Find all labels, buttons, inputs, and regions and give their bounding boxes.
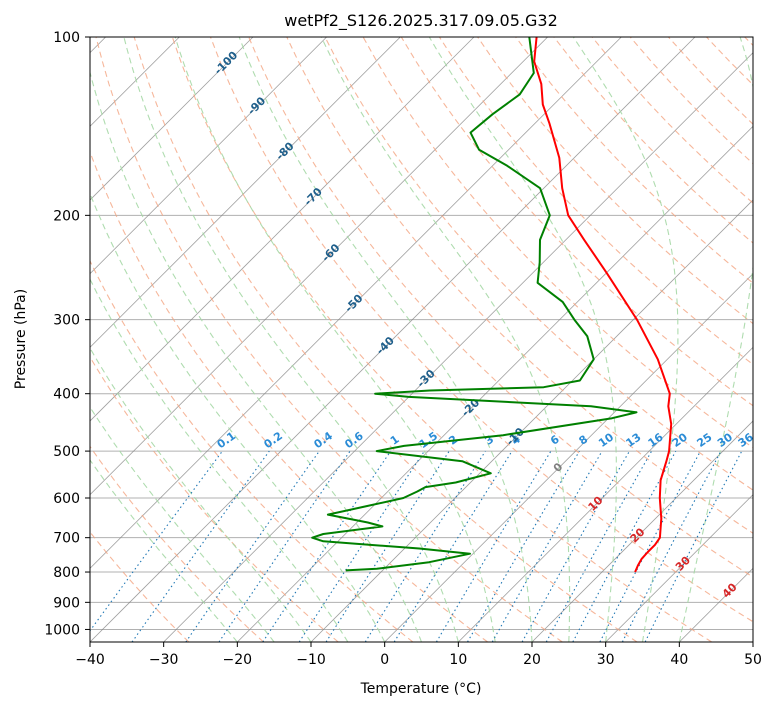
mixing-ratio-line: [393, 450, 513, 642]
y-tick-label: 1000: [44, 622, 80, 638]
moist-adiabat-line: [90, 346, 312, 642]
y-tick-label: 100: [53, 30, 80, 46]
mixing-ratio-line: [364, 450, 486, 642]
moist-adiabat-line: [174, 37, 496, 642]
x-tick-label: 20: [523, 652, 541, 668]
dry-adiabat-line: [324, 37, 753, 491]
mixing-ratio-line: [185, 450, 320, 642]
dry-adiabat-line: [133, 37, 638, 642]
y-tick-label: 800: [53, 565, 80, 581]
moist-adiabat-line: [123, 37, 459, 642]
isotherm-line: [237, 125, 753, 642]
isotherm-line: [90, 37, 548, 496]
isotherm-line: [90, 37, 622, 569]
dry-adiabat-line: [515, 37, 753, 284]
y-tick-label: 700: [53, 531, 80, 547]
y-axis-title: Pressure (hPa): [13, 289, 29, 389]
mixing-ratio-line: [262, 450, 392, 642]
y-tick-label: 200: [53, 208, 80, 224]
isotherm-line: [90, 37, 401, 348]
axes: −40 −30 −20 −10 0 10 20 30 40 50 100 200 300 400 500 60…: [44, 30, 762, 668]
moist-adiabat-line: [90, 459, 238, 642]
moist-adiabat-line: [238, 37, 533, 642]
x-tick-label: 50: [744, 652, 762, 668]
mixing-ratio-line: [435, 450, 552, 642]
y-tick-label: 900: [53, 595, 80, 611]
dewpoint-profile-line: [311, 37, 638, 572]
moist-adiabat-line: [678, 37, 753, 642]
y-tick-label: 500: [53, 444, 80, 460]
moist-adiabat-line: [572, 37, 679, 642]
plot-frame: [89, 36, 754, 643]
chart-title: wetPf2_S126.2025.317.09.05.G32: [284, 11, 558, 31]
x-tick-label: 40: [670, 652, 688, 668]
mixing-ratio-line: [298, 450, 425, 642]
plot-area: 0.1 0.2 0.4 0.6 1 1.5 2 3 4 6 8 10 13 16 20 25 30 36-100-…: [90, 37, 756, 642]
isotherm-line: [90, 37, 327, 275]
dry-adiabat-line: [171, 37, 712, 642]
mixing-ratio-line: [325, 450, 450, 642]
mixing-ratio-label: 36: [736, 430, 756, 450]
isotherm-line: [384, 273, 753, 642]
moist-adiabat-line: [320, 37, 571, 642]
moist-adiabat-line: [90, 278, 349, 642]
isotherm-line: [605, 494, 753, 642]
x-tick-label: 10: [449, 652, 467, 668]
dry-adiabat-line: [248, 37, 753, 578]
y-tick-label: 600: [53, 491, 80, 507]
isotherm-line: [90, 37, 254, 201]
x-tick-label: −40: [75, 652, 105, 668]
isotherm-line: [90, 37, 475, 422]
dry-adiabat-line: [95, 37, 563, 642]
moist-adiabat-line: [90, 70, 423, 642]
dry-adiabat-line: [286, 37, 753, 534]
isotherm-line: [458, 346, 753, 642]
dry-adiabat-line: [209, 37, 753, 623]
x-axis-title: Temperature (°C): [360, 681, 482, 697]
dry-adiabat-line: [90, 259, 414, 642]
isotherm-line: [163, 52, 753, 642]
x-tick-label: −10: [296, 652, 326, 668]
y-tick-label: 400: [53, 387, 80, 403]
isotherm-line: [531, 420, 753, 642]
moist-adiabat-line: [428, 37, 617, 642]
x-tick-label: −20: [223, 652, 253, 668]
temperature-profile-line: [533, 37, 673, 573]
y-tick-label: 300: [53, 313, 80, 329]
dry-adiabat-line: [90, 445, 264, 642]
x-tick-label: 0: [380, 652, 389, 668]
mixing-ratio-line: [467, 450, 580, 642]
moist-adiabat-line: [90, 406, 275, 642]
mixing-ratio-line: [218, 450, 351, 642]
mixing-ratio-line: [572, 450, 677, 642]
x-tick-label: 30: [597, 652, 615, 668]
mixing-ratio-line: [599, 450, 701, 642]
x-tick-label: −30: [149, 652, 179, 668]
moist-adiabat-line: [90, 192, 386, 642]
